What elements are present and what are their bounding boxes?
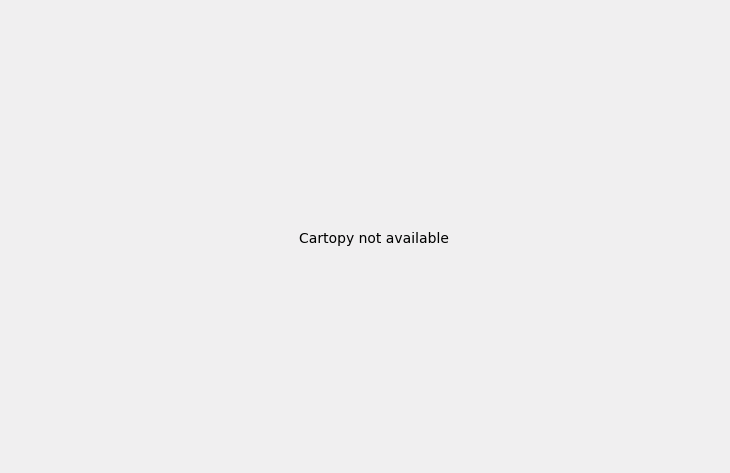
Text: Cartopy not available: Cartopy not available [299, 232, 449, 246]
